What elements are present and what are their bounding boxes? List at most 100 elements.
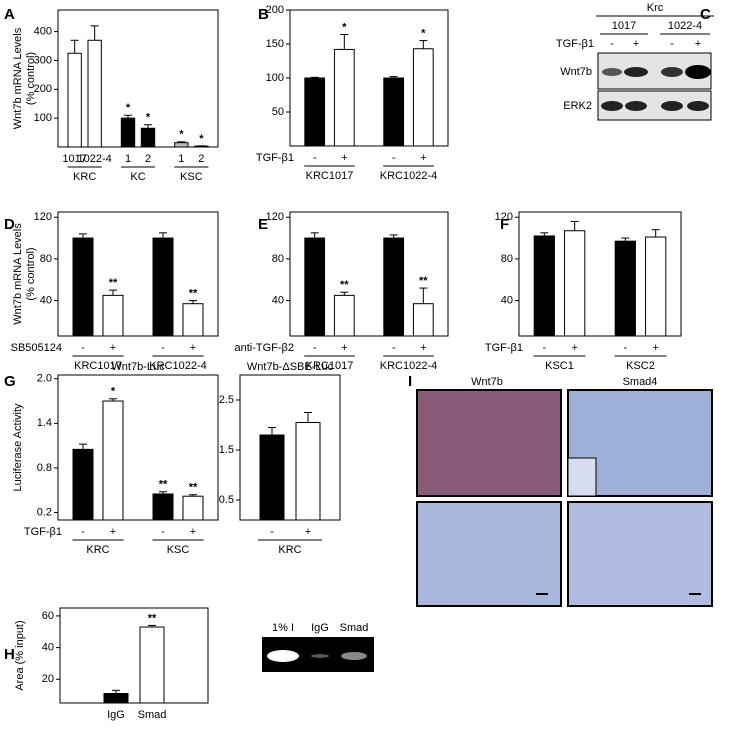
bar [72, 448, 94, 521]
blot-band [625, 101, 647, 111]
significance: * [199, 133, 204, 145]
group-label: KC [130, 171, 145, 183]
group-label: KRC [86, 544, 109, 556]
panel-letter: E [258, 216, 268, 233]
x-tick-label: + [110, 526, 116, 538]
bar [259, 434, 285, 521]
x-tick-label: - [161, 526, 165, 538]
blot-sign: + [695, 38, 701, 50]
x-tick-label: - [81, 342, 85, 354]
plot-frame [57, 374, 219, 521]
bar [383, 237, 405, 337]
plot-frame [57, 9, 219, 148]
chart-title: Wnt7b-ΔSBE-Luc [247, 361, 334, 373]
x-tick-label: + [190, 342, 196, 354]
group-label: KRC1017 [74, 360, 122, 372]
x-tick-label: Smad [138, 709, 167, 721]
y-tick-label: 120 [34, 211, 52, 223]
bar [102, 400, 124, 521]
histology-inset [567, 457, 597, 497]
blot-band [661, 101, 683, 111]
significance: ** [189, 287, 198, 299]
x-tick-label: - [392, 342, 396, 354]
bar [182, 495, 204, 521]
y-tick-label: 60 [42, 610, 54, 622]
gel-band [311, 654, 329, 658]
bar [140, 127, 156, 148]
panel-letter: I [408, 373, 412, 390]
plot-frame [518, 211, 682, 337]
group-label: KRC1022-4 [380, 360, 437, 372]
histology-image [567, 501, 713, 607]
gel-lane: IgG [311, 622, 329, 634]
y-tick-label: 400 [34, 26, 52, 38]
group-label: KRC [278, 544, 301, 556]
y-tick-label: 2.0 [37, 373, 52, 385]
x-tick-label: - [81, 526, 85, 538]
y-tick-label: 50 [272, 106, 284, 118]
x-tick-label: - [313, 152, 317, 164]
treatment-label: TGF-β1 [24, 526, 62, 538]
group-label: KRC1022-4 [380, 170, 437, 182]
y-tick-label: 0.2 [37, 506, 52, 518]
x-tick-label: + [420, 342, 426, 354]
blot-band [624, 67, 648, 77]
bar [67, 52, 82, 148]
histology-image [416, 501, 562, 607]
x-tick-label: + [571, 342, 577, 354]
y-tick-label: 120 [495, 211, 513, 223]
blot-row-label: ERK2 [563, 100, 592, 112]
panel-letter: F [500, 216, 509, 233]
bar [182, 303, 204, 337]
y-tick-label: 200 [34, 83, 52, 95]
significance: * [126, 102, 131, 114]
significance: ** [109, 277, 118, 289]
bar [120, 117, 136, 148]
significance: * [146, 112, 151, 124]
significance: * [342, 21, 347, 33]
y-tick-label: 40 [40, 294, 52, 306]
bar [645, 236, 667, 337]
bar [304, 237, 326, 337]
x-tick-label: 1 [125, 153, 131, 165]
bar [304, 77, 326, 147]
blot-band [685, 65, 711, 79]
y-tick-label: 200 [266, 4, 284, 16]
bar [383, 77, 405, 147]
y-axis-label: Area (% input) [14, 620, 26, 690]
plot-frame [239, 374, 341, 521]
y-axis-label: Wnt7b mRNA Levels [12, 223, 24, 325]
y-tick-label: 80 [501, 253, 513, 265]
plot-frame [59, 607, 209, 704]
x-tick-label: + [341, 342, 347, 354]
bar [614, 240, 636, 337]
y-tick-label: 150 [266, 38, 284, 50]
y-tick-label: 80 [272, 253, 284, 265]
histology-column: Wnt7b [471, 376, 503, 388]
y-tick-label: 100 [34, 112, 52, 124]
x-tick-label: + [305, 526, 311, 538]
x-tick-label: + [652, 342, 658, 354]
y-tick-label: 120 [266, 211, 284, 223]
y-tick-label: 20 [42, 673, 54, 685]
bar [102, 294, 124, 337]
blot-sign: - [670, 38, 674, 50]
blot-sign: - [610, 38, 614, 50]
blot-band [601, 101, 623, 111]
group-label: KSC [180, 171, 203, 183]
group-label: KSC1 [545, 360, 574, 372]
y-axis-label: Luciferase Activity [12, 403, 24, 492]
bar [412, 303, 434, 337]
chart-title: Wnt7b-Luc [111, 361, 165, 373]
significance: * [111, 386, 116, 398]
y-tick-label: 0.8 [37, 462, 52, 474]
plot-frame [57, 211, 219, 337]
group-label: KSC2 [626, 360, 655, 372]
gel-lane: Smad [340, 622, 369, 634]
blot-lane: 1022-4 [668, 20, 702, 32]
bar [87, 39, 102, 148]
bar [333, 48, 355, 147]
bar [152, 237, 174, 337]
y-tick-label: 100 [266, 72, 284, 84]
